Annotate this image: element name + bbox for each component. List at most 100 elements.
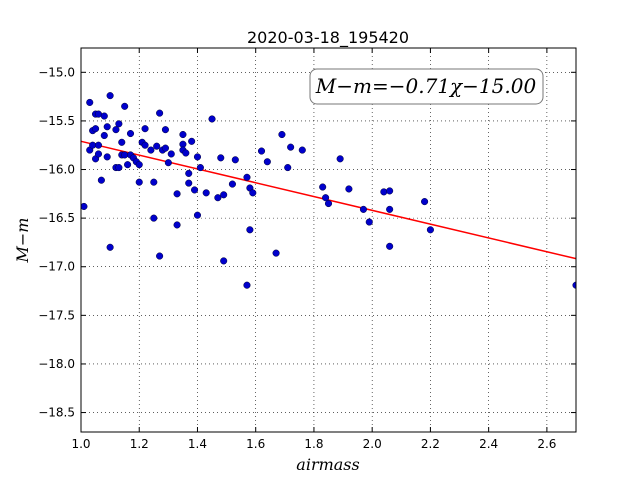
fit-equation: M−m=−0.71χ−15.00 — [315, 74, 537, 98]
data-point — [173, 221, 181, 229]
data-point — [217, 154, 225, 162]
chart-title: 2020-03-18_195420 — [247, 28, 409, 48]
data-point — [287, 143, 295, 151]
data-point — [92, 125, 100, 133]
data-point — [94, 141, 103, 149]
y-tick-label: −17.0 — [38, 260, 75, 274]
data-point — [100, 131, 108, 140]
data-point — [322, 194, 330, 202]
x-tick-label: 2.0 — [363, 437, 382, 451]
grid — [80, 48, 576, 432]
y-tick-label: −18.0 — [38, 357, 75, 371]
x-tick-label: 2.6 — [537, 437, 556, 451]
data-point — [421, 198, 429, 206]
data-point — [135, 178, 143, 186]
data-point — [100, 112, 108, 120]
data-point — [246, 226, 254, 234]
data-point — [284, 164, 292, 172]
y-tick-label: −16.5 — [38, 211, 75, 225]
data-point — [97, 176, 105, 184]
data-point — [182, 149, 190, 157]
data-point — [153, 142, 161, 150]
data-point — [124, 161, 132, 169]
data-point — [196, 164, 204, 172]
data-point — [386, 242, 394, 250]
y-tick-label: −16.0 — [38, 163, 75, 177]
data-point — [106, 243, 114, 251]
data-point — [272, 249, 280, 257]
data-point — [94, 150, 103, 158]
x-tick-label: 1.2 — [130, 437, 149, 451]
data-point — [156, 109, 164, 117]
data-point — [426, 226, 434, 234]
data-point — [278, 130, 286, 139]
data-point — [106, 92, 114, 100]
data-point — [191, 186, 199, 194]
data-point — [179, 130, 187, 139]
data-point — [386, 187, 394, 195]
data-point — [345, 185, 353, 193]
y-tick-label: −15.0 — [38, 65, 75, 79]
data-point — [185, 169, 193, 177]
data-point — [135, 161, 143, 169]
y-axis-label: M−m — [13, 218, 32, 264]
data-point — [208, 115, 216, 123]
y-tick-label: −18.5 — [38, 406, 75, 420]
data-point — [86, 98, 94, 106]
data-point — [141, 125, 149, 133]
data-point — [141, 141, 149, 149]
x-axis-label: airmass — [296, 455, 359, 474]
x-tick-label: 1.4 — [188, 437, 207, 451]
data-point — [103, 153, 111, 161]
data-point — [161, 144, 169, 152]
data-point — [220, 191, 228, 199]
data-point — [386, 205, 394, 213]
x-axis-ticks: 1.0 1.2 1.4 1.6 1.8 2.0 2.2 2.4 2.6 — [71, 48, 556, 451]
data-point — [147, 146, 155, 154]
data-point — [150, 214, 158, 222]
data-point — [188, 137, 196, 145]
y-tick-label: −15.5 — [38, 114, 75, 128]
y-axis-ticks: −15.0 −15.5 −16.0 −16.5 −17.0 −17.5 −18.0 −18.5 — [38, 65, 576, 420]
data-point — [380, 188, 388, 196]
plot-frame — [80, 47, 577, 433]
data-point — [214, 194, 222, 202]
data-point — [115, 120, 123, 128]
data-point — [336, 155, 344, 163]
data-point — [319, 183, 327, 191]
data-point — [220, 257, 228, 265]
data-point — [164, 159, 172, 167]
data-point — [243, 281, 251, 289]
data-point — [572, 281, 576, 289]
data-point — [81, 202, 88, 211]
data-point — [228, 180, 236, 188]
y-tick-label: −17.5 — [38, 308, 75, 322]
data-point — [161, 126, 169, 134]
data-point — [298, 146, 306, 154]
x-tick-label: 1.6 — [246, 437, 265, 451]
annotation-box — [309, 68, 544, 105]
data-point — [156, 252, 164, 260]
data-point — [150, 178, 158, 186]
data-point — [249, 189, 257, 197]
x-tick-label: 1.8 — [304, 437, 323, 451]
data-points — [81, 92, 576, 289]
data-point — [118, 138, 126, 146]
x-tick-label: 2.4 — [479, 437, 498, 451]
data-point — [126, 129, 135, 138]
data-point — [112, 126, 120, 134]
data-point — [365, 218, 373, 226]
data-point — [231, 156, 239, 164]
data-point — [115, 164, 123, 172]
data-point — [202, 189, 210, 197]
data-point — [167, 150, 175, 158]
data-point — [121, 102, 129, 110]
x-tick-label: 2.2 — [421, 437, 440, 451]
data-point — [257, 147, 266, 155]
data-point — [173, 190, 181, 198]
data-point — [359, 205, 367, 213]
data-point — [324, 199, 333, 208]
data-point — [185, 179, 193, 187]
x-tick-label: 1.0 — [71, 437, 90, 451]
